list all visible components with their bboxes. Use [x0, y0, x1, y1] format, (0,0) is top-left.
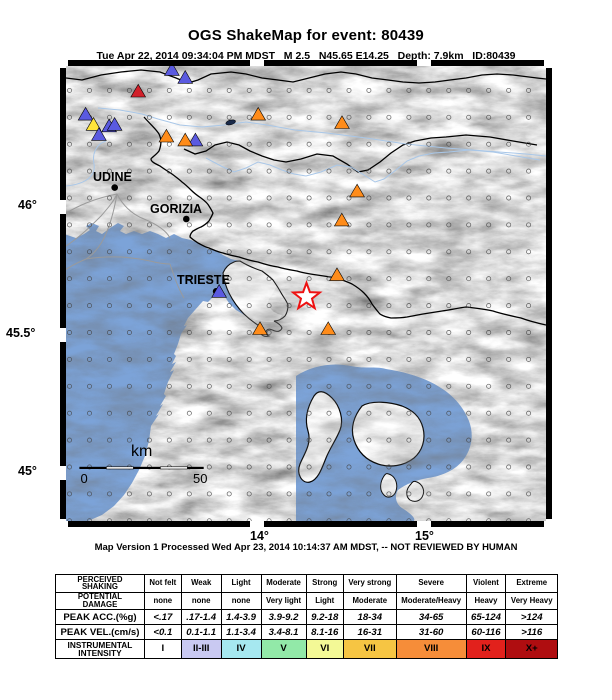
svg-text:50: 50 — [193, 471, 207, 486]
svg-text:GORIZIA: GORIZIA — [150, 202, 202, 216]
svg-text:0: 0 — [81, 471, 88, 486]
svg-text:km: km — [131, 443, 152, 460]
svg-text:TRIESTE: TRIESTE — [177, 273, 230, 287]
svg-text:UDINE: UDINE — [93, 170, 132, 184]
